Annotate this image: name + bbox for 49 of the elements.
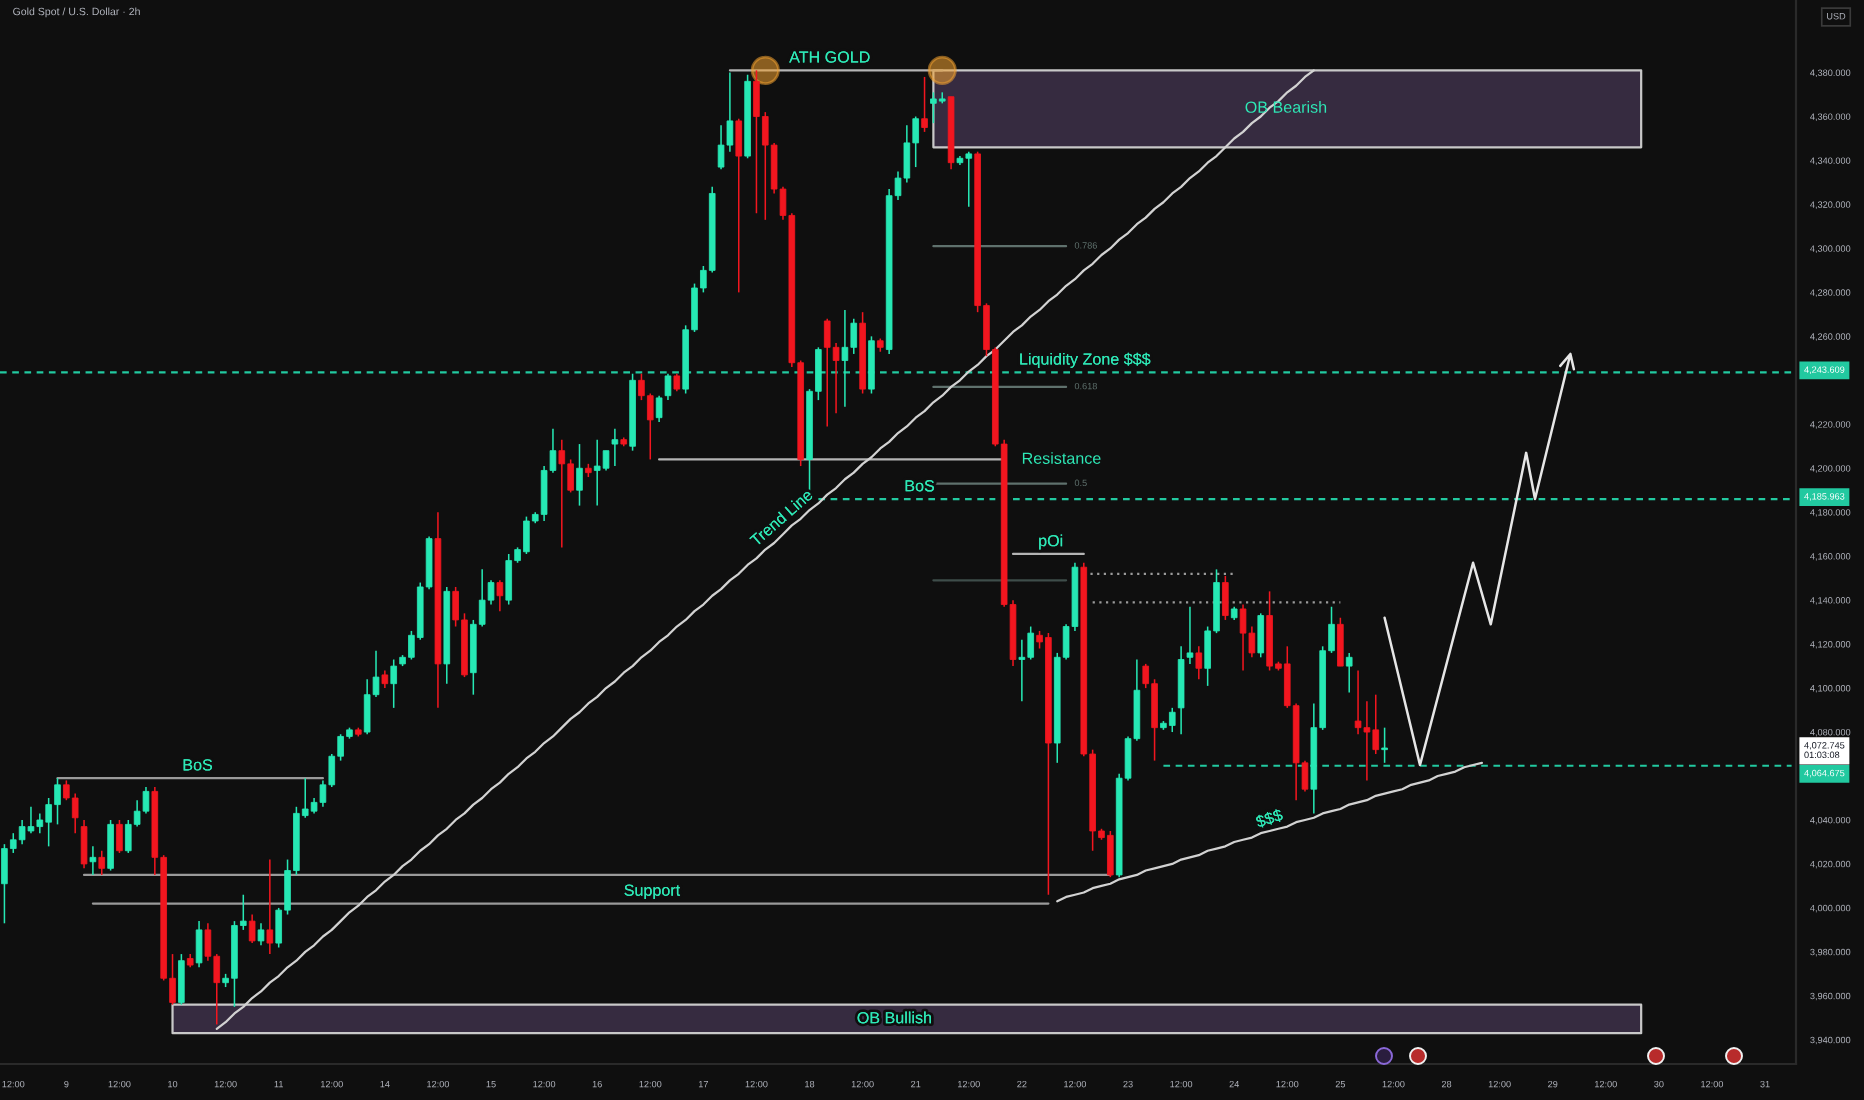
candlestick [664,372,672,401]
candlestick [576,443,583,507]
candlestick [1345,652,1353,694]
candlestick [921,76,928,133]
line-series [1056,761,1484,903]
candlestick [602,449,610,472]
candlestick [611,427,619,467]
candlestick [655,394,663,423]
candlestick [18,819,26,845]
candlestick [1381,726,1388,764]
candlestick [558,438,566,549]
candlestick [1168,707,1176,733]
candlestick [116,819,123,854]
candlestick [98,849,106,876]
candlestick [80,819,88,870]
annotation: Resistance [1022,452,1101,464]
candlestick [107,819,114,872]
annotation: pOi [1039,534,1063,550]
candlestick [266,858,274,955]
candlestick [89,845,97,876]
annotation: OB Bearish [1245,101,1327,113]
annotation: Liquidity Zone $$$ [1020,352,1151,368]
candlestick [1018,638,1026,703]
candlestick [27,806,35,834]
candlestick [1186,605,1194,665]
candlestick [1363,700,1371,782]
candlestick [1354,669,1362,736]
candlestick [178,953,185,1006]
candlestick [505,553,513,606]
candlestick [841,309,849,408]
candlestick [1337,616,1344,667]
annotation: BoS [905,480,935,492]
candlestick [257,922,265,947]
candlestick [195,920,203,969]
candlestick [248,913,256,944]
candlestick [717,124,725,171]
candlestick [735,117,743,294]
annotation: $$$ [1254,808,1284,829]
annotation: ATH GOLD [789,51,870,63]
candlestick [1239,603,1247,672]
annotation: OB Bullish [857,1011,931,1024]
candlestick [71,792,79,834]
candlestick [1222,575,1229,621]
annotation: Support [624,884,681,900]
candlestick [1257,612,1265,659]
candlestick [496,579,504,612]
candlestick [1195,645,1203,681]
annotation: BoS [183,759,213,771]
candlestick [390,658,397,709]
